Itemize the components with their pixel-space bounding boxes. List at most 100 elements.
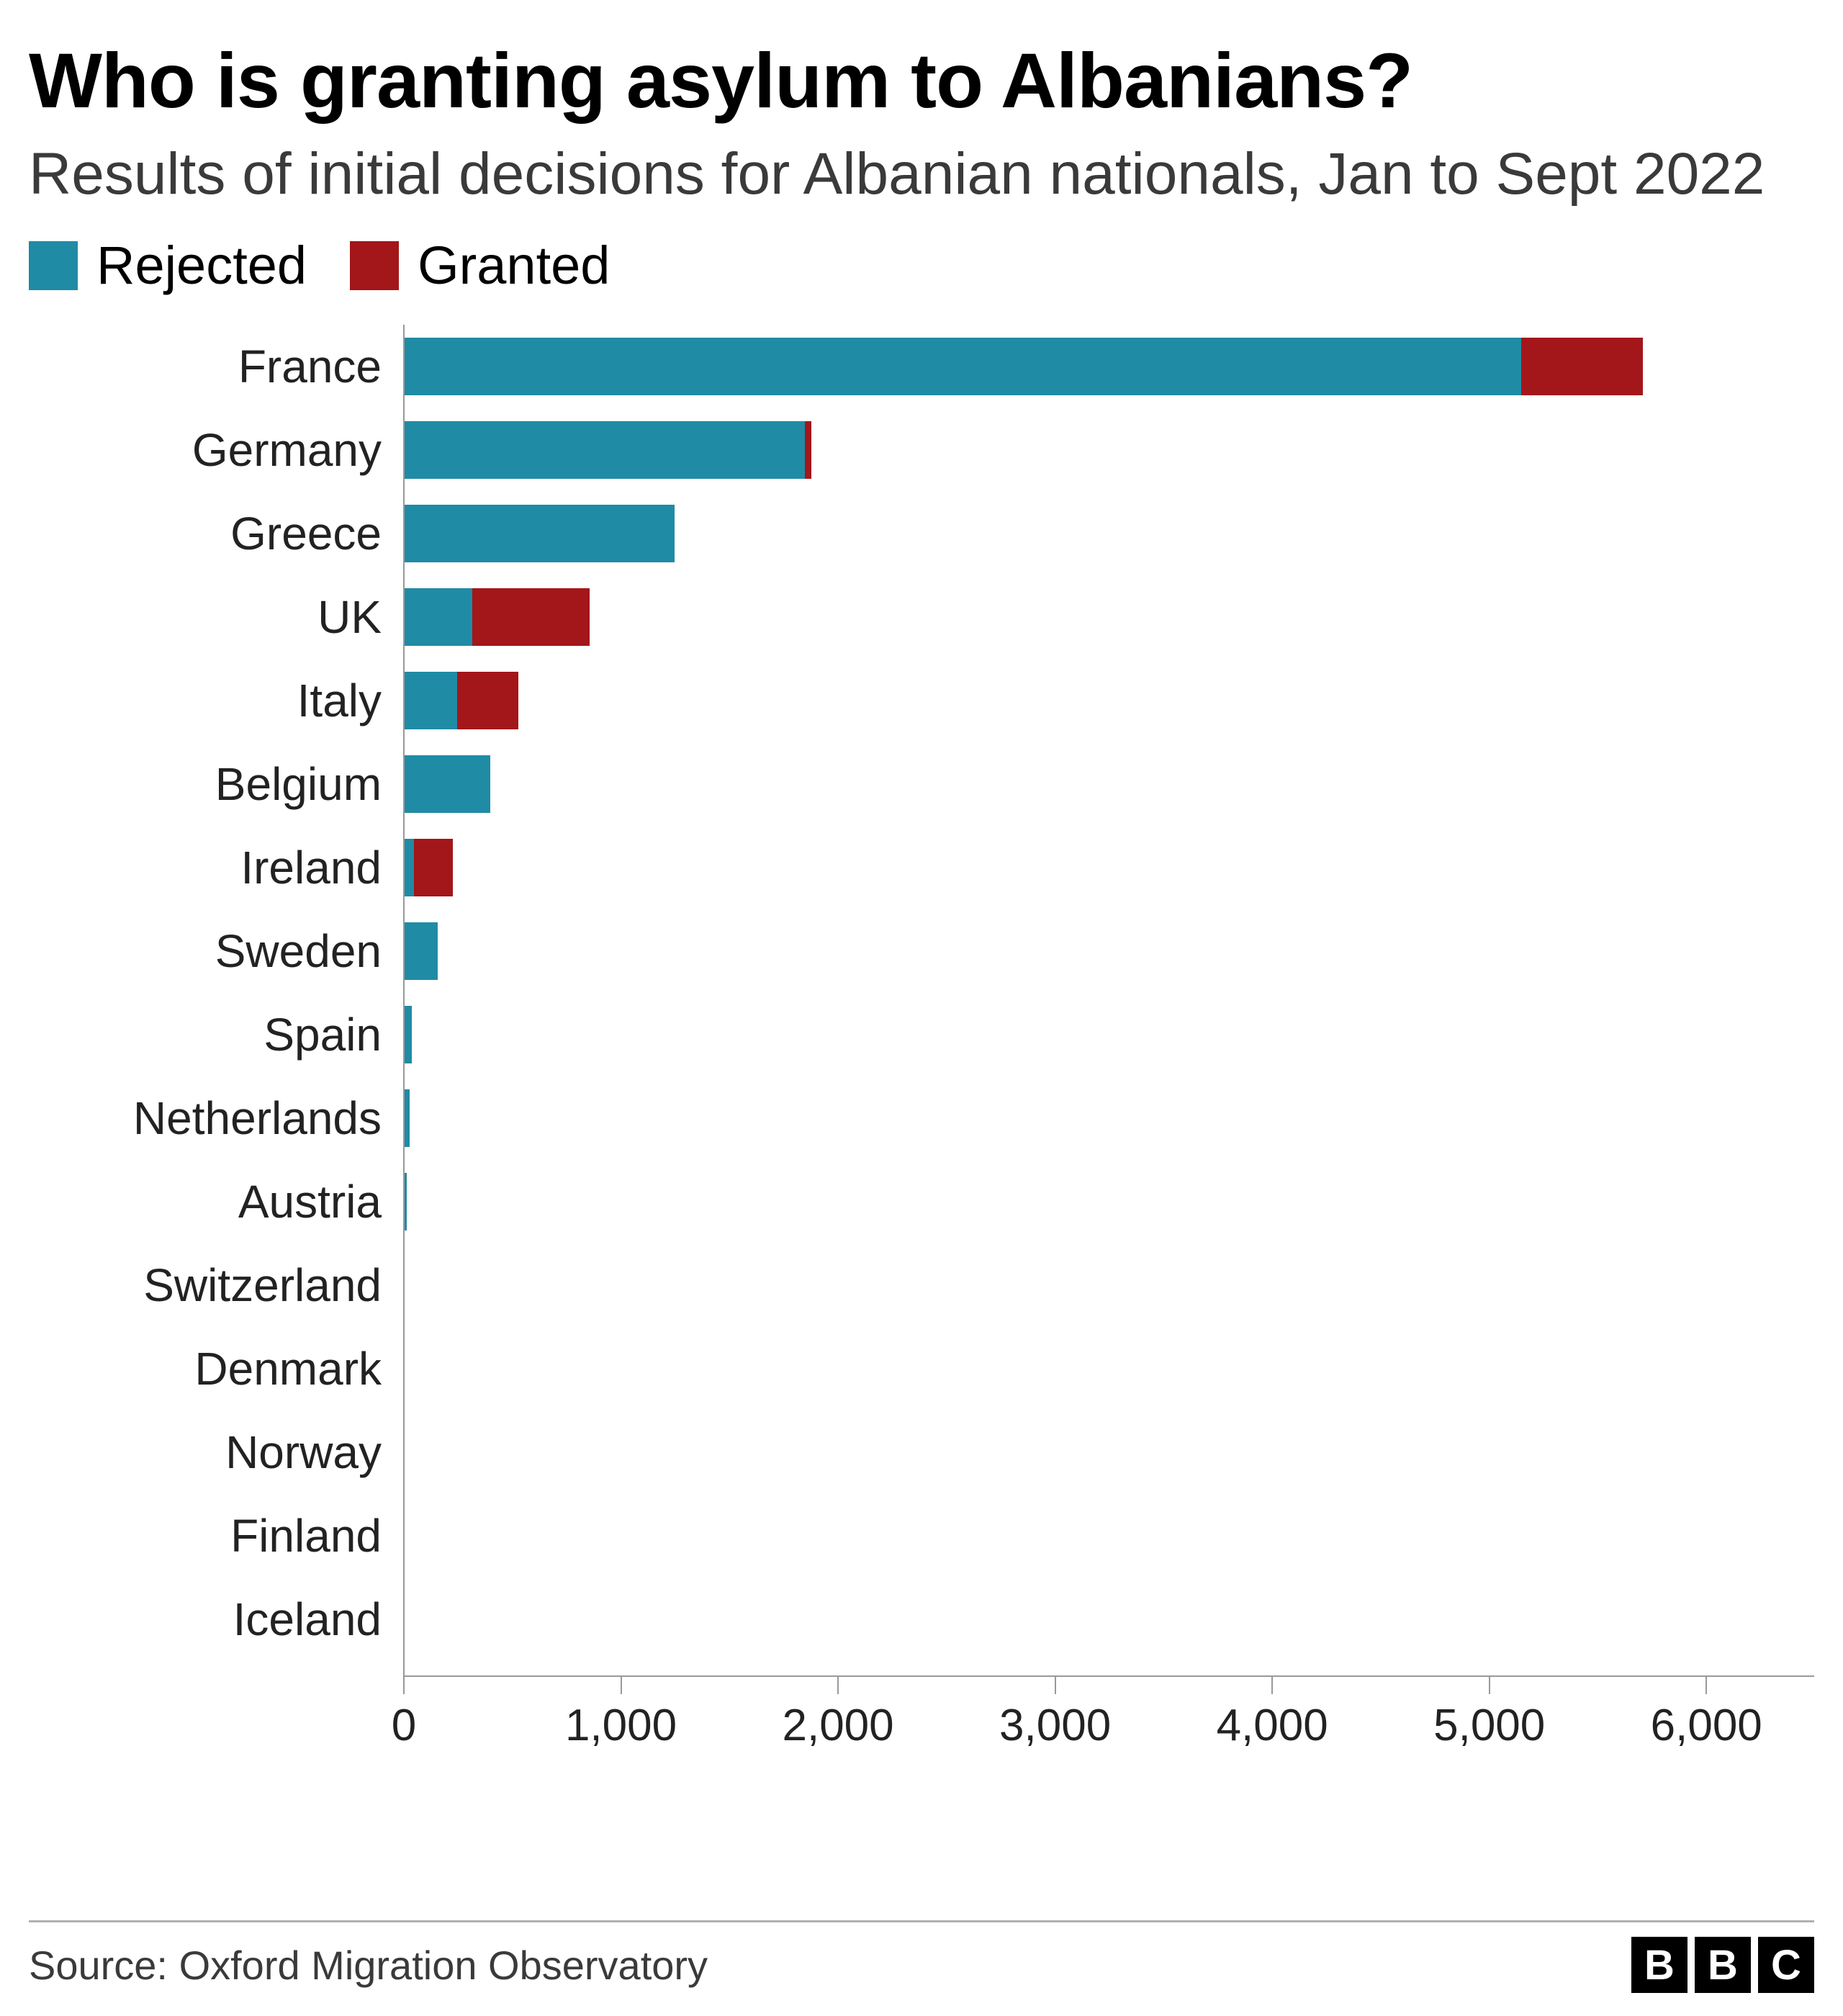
bar-segment-rejected: [403, 588, 472, 646]
bar-track: [403, 505, 1814, 562]
category-label: UK: [29, 590, 403, 644]
bar-row: Denmark: [29, 1327, 1814, 1410]
x-tick: 5,000: [1489, 1675, 1490, 1694]
bar-track: [403, 1089, 1814, 1147]
bar-track: [403, 1006, 1814, 1063]
x-tick-label: 4,000: [1217, 1700, 1328, 1751]
x-tick-mark: [1705, 1675, 1707, 1694]
bar-row: Greece: [29, 492, 1814, 575]
bar-row: Germany: [29, 408, 1814, 492]
bar-segment-rejected: [403, 755, 490, 813]
x-tick: 1,000: [621, 1675, 622, 1694]
bar-row: Finland: [29, 1494, 1814, 1578]
legend-swatch-granted: [350, 241, 399, 290]
footer: Source: Oxford Migration Observatory B B…: [29, 1920, 1814, 1993]
x-tick-label: 0: [392, 1700, 416, 1751]
x-tick-label: 1,000: [565, 1700, 677, 1751]
bar-row: Italy: [29, 659, 1814, 742]
bar-row: France: [29, 325, 1814, 408]
bar-segment-rejected: [403, 338, 1521, 395]
category-label: Ireland: [29, 841, 403, 894]
legend-label-granted: Granted: [418, 235, 610, 296]
bar-track: [403, 1590, 1814, 1648]
chart-container: Who is granting asylum to Albanians? Res…: [0, 0, 1843, 2016]
x-tick-mark: [1055, 1675, 1056, 1694]
bar-track: [403, 1340, 1814, 1398]
legend-swatch-rejected: [29, 241, 78, 290]
x-tick-mark: [837, 1675, 839, 1694]
category-label: Sweden: [29, 924, 403, 978]
bar-row: Norway: [29, 1410, 1814, 1494]
x-tick: 3,000: [1055, 1675, 1056, 1694]
bar-track: [403, 421, 1814, 479]
legend-item-granted: Granted: [350, 235, 610, 296]
bar-row: Sweden: [29, 909, 1814, 993]
x-tick-mark: [1271, 1675, 1273, 1694]
y-axis-line: [403, 325, 405, 1675]
category-label: Norway: [29, 1426, 403, 1479]
category-label: Iceland: [29, 1593, 403, 1646]
category-label: Italy: [29, 674, 403, 727]
category-label: Greece: [29, 507, 403, 560]
bar-segment-granted: [805, 421, 811, 479]
legend: Rejected Granted: [29, 235, 1814, 296]
bar-row: UK: [29, 575, 1814, 659]
bar-segment-granted: [472, 588, 590, 646]
bar-segment-rejected: [403, 922, 438, 980]
bar-segment-rejected: [403, 839, 414, 896]
x-tick-label: 5,000: [1433, 1700, 1545, 1751]
bar-track: [403, 839, 1814, 896]
bar-track: [403, 338, 1814, 395]
source-name: Oxford Migration Observatory: [179, 1943, 708, 1988]
chart-title: Who is granting asylum to Albanians?: [29, 36, 1814, 125]
category-label: Netherlands: [29, 1092, 403, 1145]
bar-track: [403, 1256, 1814, 1314]
source-prefix: Source:: [29, 1943, 179, 1988]
bbc-logo-box: B: [1631, 1937, 1687, 1993]
chart-area: France Germany Greece UK Italy Belgium Ireland…: [29, 325, 1814, 1808]
category-label: Denmark: [29, 1342, 403, 1395]
category-label: France: [29, 340, 403, 393]
bar-track: [403, 672, 1814, 729]
bar-row: Austria: [29, 1160, 1814, 1243]
bar-row: Belgium: [29, 742, 1814, 826]
category-label: Finland: [29, 1509, 403, 1562]
x-tick-label: 2,000: [782, 1700, 893, 1751]
bar-row: Switzerland: [29, 1243, 1814, 1327]
bar-track: [403, 922, 1814, 980]
bbc-logo-box: C: [1758, 1937, 1814, 1993]
bar-track: [403, 755, 1814, 813]
bar-rows: France Germany Greece UK Italy Belgium Ireland…: [29, 325, 1814, 1661]
bar-segment-granted: [457, 672, 518, 729]
bbc-logo: B B C: [1631, 1937, 1814, 1993]
x-tick-mark: [403, 1675, 405, 1694]
x-tick: 4,000: [1271, 1675, 1273, 1694]
category-label: Spain: [29, 1008, 403, 1061]
x-tick: 6,000: [1705, 1675, 1707, 1694]
bar-row: Iceland: [29, 1578, 1814, 1661]
bar-row: Netherlands: [29, 1076, 1814, 1160]
x-tick: 2,000: [837, 1675, 839, 1694]
bar-segment-granted: [1521, 338, 1643, 395]
source-text: Source: Oxford Migration Observatory: [29, 1942, 708, 1989]
bbc-logo-box: B: [1695, 1937, 1751, 1993]
bar-segment-rejected: [403, 505, 675, 562]
x-tick-mark: [621, 1675, 622, 1694]
bar-row: Spain: [29, 993, 1814, 1076]
x-axis-line: [403, 1675, 1814, 1677]
bar-track: [403, 1173, 1814, 1230]
bar-segment-granted: [414, 839, 453, 896]
legend-label-rejected: Rejected: [96, 235, 307, 296]
bar-row: Ireland: [29, 826, 1814, 909]
chart-subtitle: Results of initial decisions for Albania…: [29, 138, 1814, 210]
category-label: Switzerland: [29, 1259, 403, 1312]
x-tick-mark: [1489, 1675, 1490, 1694]
category-label: Belgium: [29, 757, 403, 811]
category-label: Germany: [29, 423, 403, 477]
x-tick-label: 3,000: [999, 1700, 1111, 1751]
bar-segment-rejected: [403, 672, 457, 729]
legend-item-rejected: Rejected: [29, 235, 307, 296]
bar-track: [403, 1507, 1814, 1565]
bar-segment-rejected: [403, 421, 805, 479]
x-tick-label: 6,000: [1651, 1700, 1762, 1751]
